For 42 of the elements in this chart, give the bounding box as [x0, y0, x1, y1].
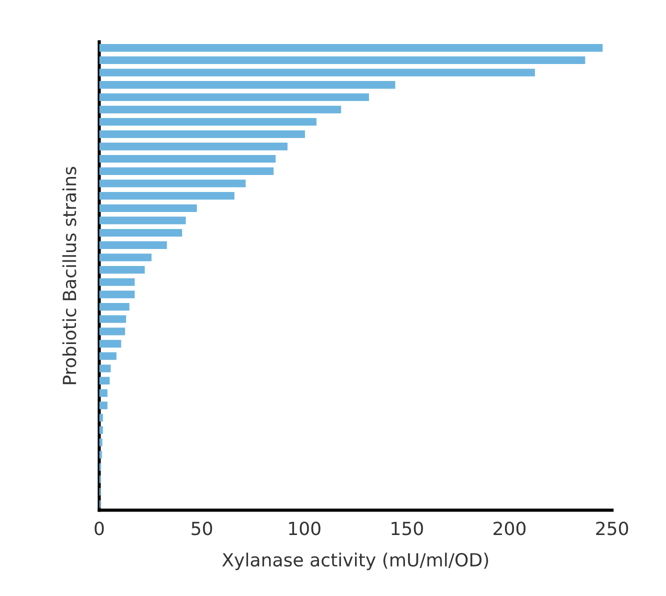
bar	[99, 68, 535, 76]
x-tick-label: 250	[596, 522, 628, 536]
y-axis-title: Probiotic Bacillus strains	[62, 166, 76, 384]
bar	[99, 328, 126, 336]
bar	[99, 241, 167, 249]
bar	[99, 364, 111, 372]
x-tick-label: 0	[94, 522, 104, 536]
bar	[99, 44, 603, 52]
bar	[99, 352, 116, 360]
bar	[99, 216, 186, 224]
x-tick-label: 100	[289, 522, 320, 536]
bar	[99, 106, 342, 114]
bar	[99, 389, 108, 397]
bar	[99, 426, 103, 434]
bar	[99, 414, 103, 422]
bar	[99, 402, 108, 410]
bar	[99, 155, 276, 163]
bar	[99, 180, 246, 188]
bar	[99, 290, 135, 298]
x-tick-label: 50	[192, 522, 212, 536]
bar	[99, 340, 122, 348]
x-tick-label: 150	[392, 522, 423, 536]
bar	[99, 130, 305, 138]
bar	[99, 118, 316, 126]
bar	[99, 315, 126, 323]
bar	[99, 56, 586, 64]
bar	[99, 376, 110, 385]
bar	[99, 204, 197, 212]
bar	[99, 278, 135, 286]
bar	[99, 266, 145, 274]
x-axis-title: Xylanase activity (mU/ml/OD)	[222, 552, 488, 570]
bar	[99, 450, 102, 459]
bar	[99, 254, 152, 262]
bar	[99, 93, 369, 102]
x-tick-label: 200	[494, 522, 526, 536]
bar	[99, 142, 288, 150]
bar	[99, 228, 182, 237]
bar	[99, 438, 102, 446]
bar	[99, 167, 274, 175]
bar	[99, 302, 130, 311]
bar	[99, 192, 234, 200]
bar	[99, 81, 396, 89]
